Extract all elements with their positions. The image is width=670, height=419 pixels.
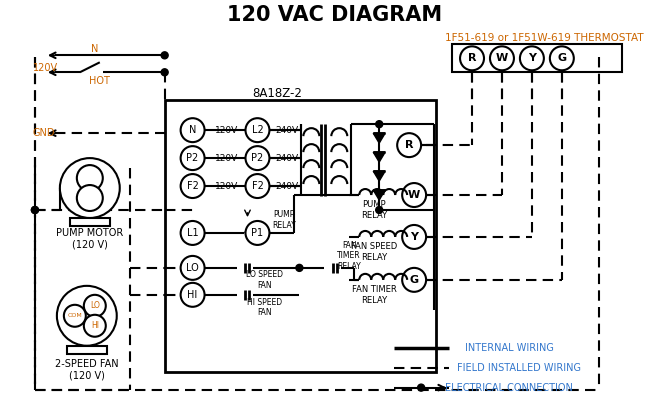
Circle shape (397, 133, 421, 157)
Text: PUMP
RELAY: PUMP RELAY (361, 200, 387, 220)
Polygon shape (373, 133, 385, 143)
Circle shape (31, 207, 38, 214)
Bar (165, 100, 436, 372)
Polygon shape (373, 152, 385, 162)
Text: FAN
TIMER
RELAY: FAN TIMER RELAY (338, 241, 361, 271)
Circle shape (84, 315, 106, 337)
Text: 240V: 240V (276, 181, 299, 191)
Circle shape (161, 52, 168, 59)
Circle shape (181, 118, 204, 142)
Text: 240V: 240V (276, 126, 299, 134)
Text: G: G (557, 53, 566, 63)
Text: W: W (496, 53, 508, 63)
Text: 240V: 240V (276, 154, 299, 163)
Circle shape (245, 118, 269, 142)
Circle shape (245, 146, 269, 170)
Polygon shape (373, 190, 385, 200)
Text: F2: F2 (251, 181, 263, 191)
Circle shape (376, 121, 383, 128)
Circle shape (181, 256, 204, 280)
Text: P1: P1 (251, 228, 263, 238)
Polygon shape (373, 171, 385, 181)
Circle shape (402, 225, 426, 249)
Text: LO: LO (186, 263, 199, 273)
Text: L1: L1 (187, 228, 198, 238)
Text: G: G (409, 275, 419, 285)
Circle shape (550, 47, 574, 70)
Text: FIELD INSTALLED WIRING: FIELD INSTALLED WIRING (457, 363, 581, 372)
Text: 120V: 120V (33, 63, 58, 73)
Circle shape (60, 158, 120, 218)
Text: F2: F2 (187, 181, 198, 191)
Circle shape (77, 165, 103, 191)
Circle shape (181, 283, 204, 307)
Text: R: R (405, 140, 413, 150)
Text: 120V: 120V (215, 181, 238, 191)
Circle shape (520, 47, 544, 70)
Text: L2: L2 (252, 125, 263, 135)
Circle shape (64, 305, 86, 327)
Text: 120V: 120V (215, 154, 238, 163)
Circle shape (402, 268, 426, 292)
Circle shape (296, 264, 303, 272)
Circle shape (181, 174, 204, 198)
Text: HI: HI (188, 290, 198, 300)
Circle shape (77, 185, 103, 211)
Text: Y: Y (528, 53, 536, 63)
Text: HI: HI (91, 321, 98, 330)
Text: GND: GND (33, 128, 56, 138)
Bar (70, 218, 110, 226)
Circle shape (376, 207, 383, 214)
Text: PUMP
RELAY: PUMP RELAY (273, 210, 296, 230)
Text: FAN SPEED
RELAY: FAN SPEED RELAY (351, 242, 397, 261)
Text: PUMP MOTOR: PUMP MOTOR (56, 228, 123, 238)
Circle shape (417, 384, 425, 391)
Text: N: N (91, 44, 98, 54)
Circle shape (245, 174, 269, 198)
Text: HOT: HOT (89, 76, 111, 86)
Text: ELECTRICAL CONNECTION: ELECTRICAL CONNECTION (445, 383, 573, 393)
Text: P2: P2 (186, 153, 199, 163)
Text: R: R (468, 53, 476, 63)
Text: FAN TIMER
RELAY: FAN TIMER RELAY (352, 285, 397, 305)
Text: 120V: 120V (215, 126, 238, 134)
Text: (120 V): (120 V) (72, 240, 108, 250)
Text: 120 VAC DIAGRAM: 120 VAC DIAGRAM (226, 5, 442, 26)
Text: INTERNAL WIRING: INTERNAL WIRING (464, 343, 553, 353)
Text: N: N (189, 125, 196, 135)
Circle shape (245, 221, 269, 245)
Circle shape (181, 146, 204, 170)
Text: 1F51-619 or 1F51W-619 THERMOSTAT: 1F51-619 or 1F51W-619 THERMOSTAT (445, 34, 643, 43)
Circle shape (460, 47, 484, 70)
Text: LO SPEED
FAN: LO SPEED FAN (246, 270, 283, 290)
Text: (120 V): (120 V) (69, 371, 105, 380)
Circle shape (490, 47, 514, 70)
Circle shape (31, 207, 38, 214)
Text: HI SPEED
FAN: HI SPEED FAN (247, 298, 282, 318)
Circle shape (161, 69, 168, 76)
Text: 2-SPEED FAN: 2-SPEED FAN (55, 359, 119, 369)
Circle shape (181, 221, 204, 245)
Bar (452, 44, 622, 72)
Text: W: W (408, 190, 420, 200)
Circle shape (57, 286, 117, 346)
Text: Y: Y (410, 232, 418, 242)
Circle shape (402, 183, 426, 207)
Text: 8A18Z-2: 8A18Z-2 (253, 87, 302, 100)
Text: LO: LO (90, 301, 100, 310)
Text: COM: COM (68, 313, 82, 318)
Text: P2: P2 (251, 153, 263, 163)
Circle shape (84, 295, 106, 317)
Bar (67, 346, 107, 354)
